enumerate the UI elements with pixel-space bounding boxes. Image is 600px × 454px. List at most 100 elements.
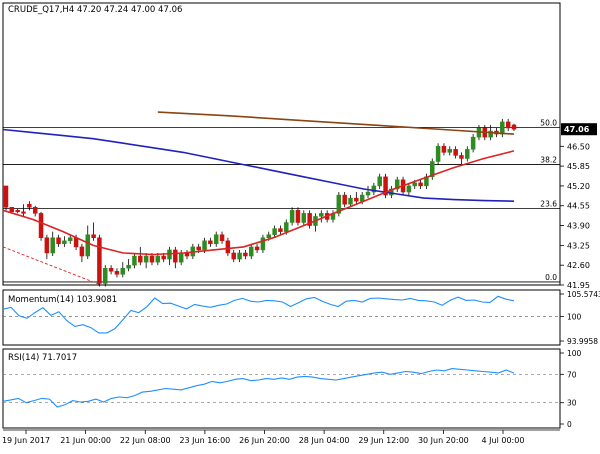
candle-body <box>15 210 20 213</box>
trend-line <box>2 246 100 285</box>
rsi-tick-label: 100 <box>567 349 582 358</box>
candle-body <box>79 246 85 257</box>
candle-body <box>126 264 131 269</box>
candle-body <box>219 234 225 242</box>
candle-body <box>138 255 143 263</box>
candle-body <box>202 240 207 251</box>
candle-body <box>336 194 342 214</box>
x-tick-label: 30 Jun 20:00 <box>418 436 469 445</box>
candle-body <box>32 207 38 214</box>
candle-body <box>284 222 289 232</box>
candle-body <box>173 249 178 263</box>
candle-body <box>73 237 79 248</box>
candle-body <box>389 188 394 196</box>
candle-body <box>120 267 126 275</box>
candle-body <box>38 213 44 238</box>
sma-red-line <box>2 150 515 256</box>
x-tick-label: 22 Jun 08:00 <box>120 436 171 445</box>
candle-body <box>50 237 55 254</box>
candle-body <box>354 197 359 202</box>
candle-body <box>365 191 371 196</box>
candle-body <box>406 185 412 193</box>
candle-body <box>377 176 382 187</box>
candle-body <box>272 228 277 235</box>
current-price-label: 47.06 <box>564 125 590 134</box>
candle-body <box>237 252 242 260</box>
momentum-tick-label: 105.5743 <box>567 290 600 299</box>
x-tick-label: 26 Jun 20:00 <box>239 436 290 445</box>
candle-body <box>418 182 423 187</box>
candle-body <box>301 213 307 223</box>
candle-body <box>91 234 96 238</box>
candle-body <box>161 255 166 260</box>
candle-body <box>488 130 493 138</box>
candle-body <box>3 185 9 208</box>
candle-body <box>430 161 435 178</box>
candle-body <box>62 240 67 245</box>
candle-body <box>348 197 353 205</box>
y-tick-label: 43.90 <box>567 222 590 231</box>
x-tick-label: 19 Jun 2017 <box>2 436 50 445</box>
candle-body <box>108 267 114 272</box>
candle-body <box>149 255 155 263</box>
candle-body <box>27 203 32 208</box>
y-tick-label: 42.60 <box>567 261 590 270</box>
fib-level-label: 50.0 <box>540 118 557 127</box>
candle-body <box>278 228 283 232</box>
rsi-tick-label: 0 <box>567 420 572 429</box>
candle-body <box>266 234 272 238</box>
candle-body <box>103 267 108 284</box>
y-tick-label: 41.95 <box>567 281 590 290</box>
rsi-panel-frame <box>2 348 561 429</box>
rsi-title: RSI(14) 71.7017 <box>8 353 77 363</box>
candle-body <box>453 149 458 156</box>
candle-body <box>289 210 295 223</box>
candle-body <box>248 246 254 257</box>
fib-level-label: 0.0 <box>545 273 557 282</box>
fib-level-label: 23.6 <box>540 199 557 208</box>
current-price-tag <box>561 123 597 136</box>
candle-body <box>97 237 102 284</box>
candle-body <box>359 194 365 202</box>
candle-body <box>435 146 441 162</box>
candle-body <box>511 124 517 130</box>
candle-body <box>44 237 50 254</box>
x-tick-label: 28 Jun 04:00 <box>299 436 350 445</box>
candle-body <box>254 246 260 251</box>
candle-body <box>56 237 61 245</box>
x-tick-label: 4 Jul 00:00 <box>482 436 525 445</box>
candle-body <box>196 246 201 251</box>
momentum-title: Momentum(14) 103.9081 <box>8 295 117 305</box>
candle-body <box>213 234 219 245</box>
candle-body <box>114 271 120 275</box>
candle-body <box>342 194 347 205</box>
candle-body <box>371 185 377 193</box>
y-tick-label: 45.20 <box>567 182 590 191</box>
momentum-panel-frame <box>2 289 561 346</box>
candle-body <box>465 149 470 159</box>
candle-body <box>470 136 476 150</box>
candle-body <box>441 146 447 153</box>
candle-body <box>143 255 149 263</box>
candle-body <box>505 121 511 129</box>
candle-body <box>383 176 388 196</box>
chart-title: CRUDE_Q17,H4 47.20 47.24 47.00 47.06 <box>8 5 182 15</box>
y-tick-label: 44.55 <box>567 202 590 211</box>
candle-body <box>243 252 248 257</box>
candle-body <box>21 211 26 214</box>
y-tick-label: 43.25 <box>567 241 590 250</box>
candle-body <box>447 149 453 153</box>
candle-body <box>208 240 213 245</box>
candle-body <box>67 237 73 242</box>
x-tick-label: 23 Jun 16:00 <box>179 436 230 445</box>
x-tick-label: 29 Jun 12:00 <box>358 436 409 445</box>
rsi-tick-label: 70 <box>567 370 577 379</box>
candle-body <box>231 252 236 260</box>
sma-brown-line <box>157 111 515 135</box>
candle-body <box>9 207 15 213</box>
candle-body <box>178 252 184 263</box>
y-tick-label: 46.50 <box>567 142 590 151</box>
momentum-tick-label: 100 <box>567 313 582 322</box>
